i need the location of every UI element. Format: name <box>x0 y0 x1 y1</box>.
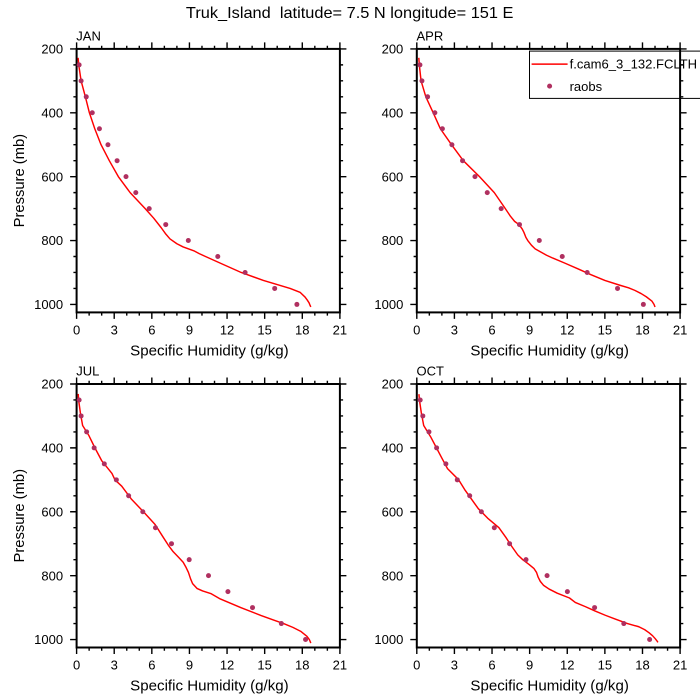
svg-text:3: 3 <box>111 658 118 673</box>
svg-text:6: 6 <box>148 323 155 338</box>
svg-text:1000: 1000 <box>34 297 63 312</box>
svg-text:raobs: raobs <box>570 79 603 94</box>
svg-text:12: 12 <box>220 658 234 673</box>
svg-text:600: 600 <box>382 169 404 184</box>
svg-text:3: 3 <box>111 323 118 338</box>
svg-text:400: 400 <box>41 105 63 120</box>
svg-text:18: 18 <box>635 658 649 673</box>
svg-text:600: 600 <box>41 504 63 519</box>
svg-text:0: 0 <box>413 658 420 673</box>
svg-text:18: 18 <box>295 658 309 673</box>
svg-text:0: 0 <box>413 323 420 338</box>
svg-text:1000: 1000 <box>374 297 403 312</box>
svg-text:15: 15 <box>257 658 271 673</box>
svg-text:400: 400 <box>382 441 404 456</box>
svg-text:Specific Humidity (g/kg): Specific Humidity (g/kg) <box>130 343 289 359</box>
svg-text:800: 800 <box>41 233 63 248</box>
svg-text:21: 21 <box>673 323 687 338</box>
svg-text:12: 12 <box>560 323 574 338</box>
svg-text:600: 600 <box>382 504 404 519</box>
svg-text:APR: APR <box>417 28 444 43</box>
svg-text:400: 400 <box>41 441 63 456</box>
svg-text:1000: 1000 <box>374 632 403 647</box>
svg-text:18: 18 <box>295 323 309 338</box>
svg-text:6: 6 <box>488 658 495 673</box>
svg-text:9: 9 <box>526 323 533 338</box>
svg-text:Specific Humidity (g/kg): Specific Humidity (g/kg) <box>470 678 629 694</box>
svg-text:200: 200 <box>382 42 404 57</box>
svg-text:200: 200 <box>41 42 63 57</box>
svg-text:Pressure (mb): Pressure (mb) <box>12 469 28 563</box>
svg-text:OCT: OCT <box>417 364 445 379</box>
svg-text:6: 6 <box>148 658 155 673</box>
svg-text:12: 12 <box>220 323 234 338</box>
svg-text:9: 9 <box>186 658 193 673</box>
svg-text:21: 21 <box>673 658 687 673</box>
svg-text:0: 0 <box>73 658 80 673</box>
svg-text:1000: 1000 <box>34 632 63 647</box>
svg-text:3: 3 <box>451 323 458 338</box>
svg-text:12: 12 <box>560 658 574 673</box>
svg-text:15: 15 <box>598 323 612 338</box>
svg-text:Truk_Island latitude= 7.5 N l: Truk_Island latitude= 7.5 N longitude= 1… <box>186 5 514 22</box>
svg-text:f.cam6_3_132.FCLTH: f.cam6_3_132.FCLTH <box>570 57 698 72</box>
svg-text:800: 800 <box>382 568 404 583</box>
svg-text:200: 200 <box>382 377 404 392</box>
svg-text:6: 6 <box>488 323 495 338</box>
svg-text:9: 9 <box>526 658 533 673</box>
svg-text:3: 3 <box>451 658 458 673</box>
svg-text:9: 9 <box>186 323 193 338</box>
svg-text:400: 400 <box>382 105 404 120</box>
svg-text:0: 0 <box>73 323 80 338</box>
svg-text:JUL: JUL <box>76 364 99 379</box>
svg-text:21: 21 <box>333 658 347 673</box>
svg-text:18: 18 <box>635 323 649 338</box>
svg-text:800: 800 <box>382 233 404 248</box>
svg-text:Pressure (mb): Pressure (mb) <box>12 134 28 228</box>
svg-text:15: 15 <box>598 658 612 673</box>
svg-text:200: 200 <box>41 377 63 392</box>
svg-text:800: 800 <box>41 568 63 583</box>
svg-text:Specific Humidity (g/kg): Specific Humidity (g/kg) <box>130 678 289 694</box>
svg-text:Specific Humidity (g/kg): Specific Humidity (g/kg) <box>470 343 629 359</box>
svg-text:600: 600 <box>41 169 63 184</box>
svg-text:21: 21 <box>333 323 347 338</box>
svg-text:15: 15 <box>257 323 271 338</box>
svg-text:JAN: JAN <box>76 28 101 43</box>
